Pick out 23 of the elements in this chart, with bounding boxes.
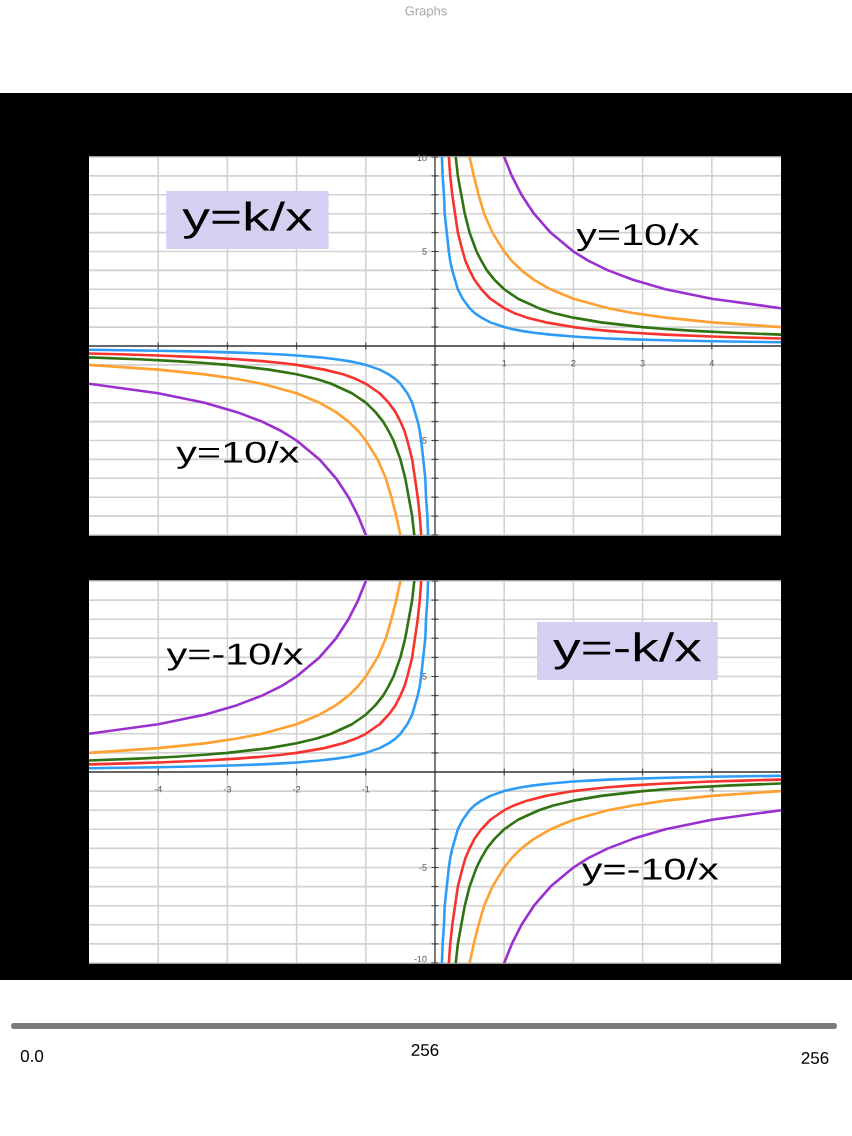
x-tick-label: 2 [571,360,576,367]
text: 256 [801,1051,829,1065]
annotation: y=10/x [176,440,299,469]
y-tick-label: -10 [414,955,427,963]
text: y=k/x [182,201,313,239]
annotation: y=-10/x [581,857,719,886]
x-tick-label: -2 [293,786,301,793]
text: 0.0 [20,1049,44,1063]
x-tick-label: -3 [223,786,232,793]
x-tick-label: 3 [640,360,645,367]
text: Graphs [405,5,447,19]
x-tick-label: -1 [362,786,370,793]
y-tick-label: 10 [417,154,427,162]
y-tick-label: 5 [422,248,427,255]
y-tick-label: 5 [422,673,427,680]
annotation: y=-10/x [166,642,304,671]
annotation: y=10/x [576,223,699,252]
y-tick-label: -5 [419,864,427,871]
x-tick-label: -4 [154,786,162,793]
text: y=-k/x [553,632,702,670]
x-tick-label: 1 [502,360,507,367]
text: 256 [411,1043,439,1057]
x-tick-label: 4 [709,360,715,367]
